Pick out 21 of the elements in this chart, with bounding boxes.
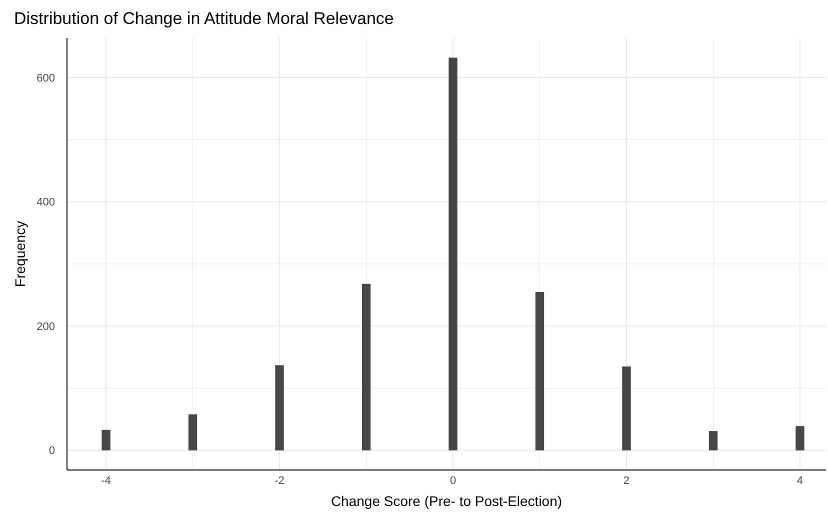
bar: [275, 365, 284, 450]
bar: [535, 292, 544, 450]
bar: [448, 58, 458, 450]
bar: [362, 284, 371, 450]
y-tick-label: 600: [36, 72, 55, 84]
x-tick-label: -2: [274, 475, 284, 487]
y-tick-label: 200: [36, 320, 55, 333]
y-tick-label: 0: [48, 445, 55, 458]
bar: [708, 431, 718, 450]
chart-title: Distribution of Change in Attitude Moral Relevance: [14, 9, 394, 28]
y-tick-label: 400: [36, 196, 55, 209]
x-tick-label: 2: [623, 475, 630, 487]
bar: [188, 414, 198, 450]
x-tick-label: 4: [796, 475, 804, 487]
bar: [622, 366, 631, 450]
x-tick-label: -4: [101, 475, 111, 487]
x-tick-label: 0: [450, 475, 456, 487]
bar: [796, 426, 804, 450]
bar: [102, 430, 110, 450]
x-axis-title: Change Score (Pre- to Post-Election): [330, 493, 562, 509]
y-axis-title: Frequency: [12, 220, 28, 288]
